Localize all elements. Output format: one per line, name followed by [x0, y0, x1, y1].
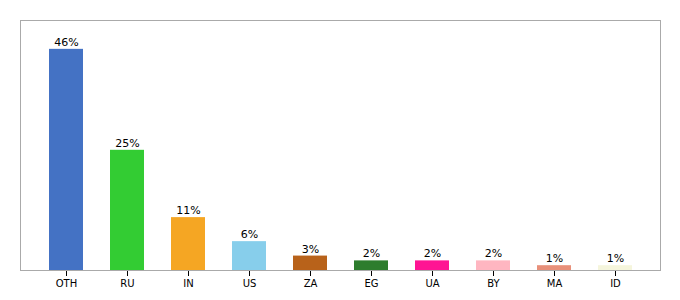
svg-text:11%: 11%	[176, 204, 200, 217]
svg-text:BY: BY	[487, 278, 500, 289]
svg-text:RU: RU	[120, 278, 134, 289]
svg-text:1%: 1%	[546, 252, 563, 265]
svg-text:2%: 2%	[485, 247, 502, 260]
svg-text:3%: 3%	[302, 243, 319, 256]
svg-text:1%: 1%	[607, 252, 624, 265]
svg-text:US: US	[243, 278, 257, 289]
svg-text:OTH: OTH	[56, 278, 78, 289]
svg-text:6%: 6%	[241, 228, 258, 241]
svg-text:25%: 25%	[115, 137, 139, 150]
svg-text:2%: 2%	[424, 247, 441, 260]
svg-text:MA: MA	[547, 278, 563, 289]
svg-text:ID: ID	[610, 278, 621, 289]
svg-text:UA: UA	[425, 278, 439, 289]
svg-text:ZA: ZA	[304, 278, 318, 289]
svg-text:EG: EG	[364, 278, 378, 289]
svg-text:46%: 46%	[54, 36, 78, 49]
svg-text:2%: 2%	[363, 247, 380, 260]
svg-text:IN: IN	[183, 278, 193, 289]
